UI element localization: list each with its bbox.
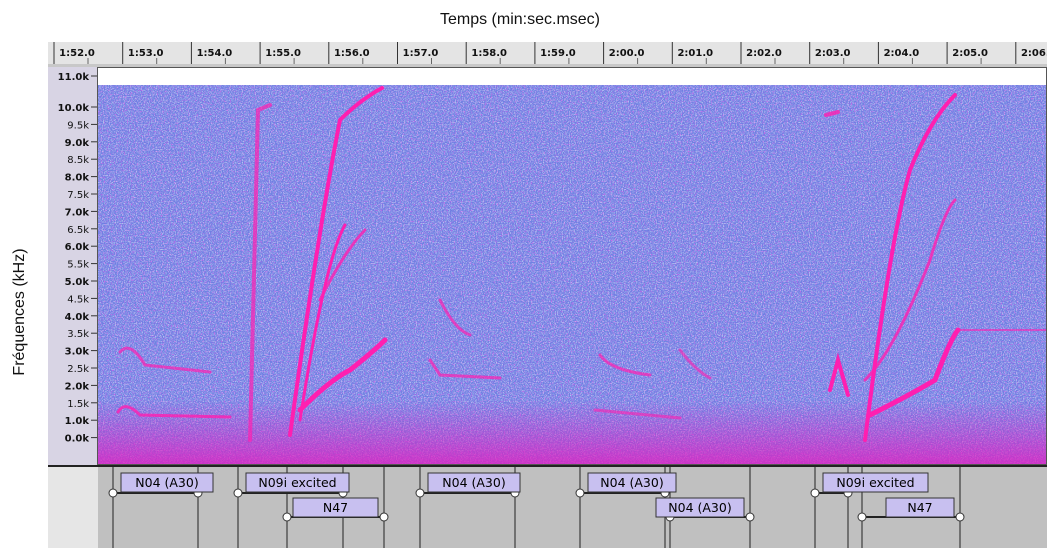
time-tick-label: 2:00.0 bbox=[609, 48, 645, 59]
time-ruler bbox=[48, 42, 1047, 66]
time-tick-label: 2:05.0 bbox=[952, 48, 988, 59]
freq-tick-label: 11.0k bbox=[58, 72, 90, 83]
freq-tick-label: 7.5k bbox=[67, 190, 89, 201]
freq-tick-label: 9.5k bbox=[67, 120, 89, 131]
freq-tick-label: 1.0k bbox=[65, 416, 90, 427]
time-tick-label: 2:06.0 bbox=[1021, 48, 1047, 59]
label-handle[interactable] bbox=[233, 488, 243, 498]
freq-tick-label: 2.5k bbox=[67, 364, 89, 375]
label-text[interactable]: N04 (A30) bbox=[600, 475, 663, 490]
label-handle[interactable] bbox=[857, 512, 867, 522]
time-tick-label: 1:58.0 bbox=[471, 48, 507, 59]
freq-tick-label: 5.0k bbox=[65, 277, 90, 288]
label-handle[interactable] bbox=[575, 488, 585, 498]
time-tick-label: 1:52.0 bbox=[59, 48, 95, 59]
freq-tick-label: 2.0k bbox=[65, 381, 90, 392]
freq-tick-label: 6.0k bbox=[65, 242, 90, 253]
time-tick-label: 1:59.0 bbox=[540, 48, 576, 59]
y-axis-title: Fréquences (kHz) bbox=[11, 248, 28, 375]
label-handle[interactable] bbox=[282, 512, 292, 522]
freq-tick-label: 7.0k bbox=[65, 207, 90, 218]
time-tick-label: 2:01.0 bbox=[677, 48, 713, 59]
label-text[interactable]: N04 (A30) bbox=[442, 475, 505, 490]
x-axis-title: Temps (min:sec.msec) bbox=[440, 11, 600, 28]
label-box[interactable] bbox=[587, 472, 677, 493]
label-handle[interactable] bbox=[108, 488, 118, 498]
time-tick-label: 1:53.0 bbox=[128, 48, 164, 59]
label-handle[interactable] bbox=[745, 512, 755, 522]
freq-tick-label: 4.0k bbox=[65, 312, 90, 323]
label-track-panel bbox=[48, 466, 98, 548]
time-tick-label: 1:56.0 bbox=[334, 48, 370, 59]
time-tick-label: 1:57.0 bbox=[403, 48, 439, 59]
label-text[interactable]: N09i excited bbox=[258, 475, 336, 490]
freq-tick-label: 9.0k bbox=[65, 138, 90, 149]
label-box[interactable] bbox=[822, 472, 929, 493]
freq-tick-label: 8.5k bbox=[67, 155, 89, 166]
freq-tick-label: 6.5k bbox=[67, 225, 89, 236]
label-text[interactable]: N04 (A30) bbox=[135, 475, 198, 490]
freq-ruler bbox=[48, 67, 98, 465]
label-handle[interactable] bbox=[379, 512, 389, 522]
label-text[interactable]: N47 bbox=[907, 500, 932, 515]
calls bbox=[116, 86, 1047, 442]
freq-tick-label: 0.0k bbox=[65, 434, 90, 445]
time-tick-label: 1:54.0 bbox=[197, 48, 233, 59]
freq-tick-label: 5.5k bbox=[67, 260, 89, 271]
freq-tick-label: 4.5k bbox=[67, 294, 89, 305]
label-box[interactable] bbox=[120, 472, 214, 493]
label-box[interactable] bbox=[427, 472, 521, 493]
label-handle[interactable] bbox=[810, 488, 820, 498]
freq-tick-label: 1.5k bbox=[67, 399, 89, 410]
label-text[interactable]: N47 bbox=[323, 500, 348, 515]
label-box[interactable] bbox=[245, 472, 350, 493]
label-text[interactable]: N09i excited bbox=[836, 475, 914, 490]
low-band bbox=[98, 400, 1047, 465]
label-box[interactable] bbox=[885, 497, 955, 518]
label-box[interactable] bbox=[292, 497, 379, 518]
freq-tick-label: 8.0k bbox=[65, 173, 90, 184]
ruler-edge bbox=[48, 64, 1047, 67]
time-tick-label: 2:04.0 bbox=[884, 48, 920, 59]
time-tick-label: 2:03.0 bbox=[815, 48, 851, 59]
label-box[interactable] bbox=[655, 497, 745, 518]
spectrogram-top bbox=[98, 67, 1047, 85]
label-handle[interactable] bbox=[955, 512, 965, 522]
freq-tick-label: 10.0k bbox=[58, 103, 90, 114]
label-text[interactable]: N04 (A30) bbox=[668, 500, 731, 515]
freq-tick-label: 3.5k bbox=[67, 329, 89, 340]
freq-tick-label: 3.0k bbox=[65, 347, 90, 358]
time-tick-label: 2:02.0 bbox=[746, 48, 782, 59]
label-handle[interactable] bbox=[415, 488, 425, 498]
time-tick-label: 1:55.0 bbox=[265, 48, 301, 59]
